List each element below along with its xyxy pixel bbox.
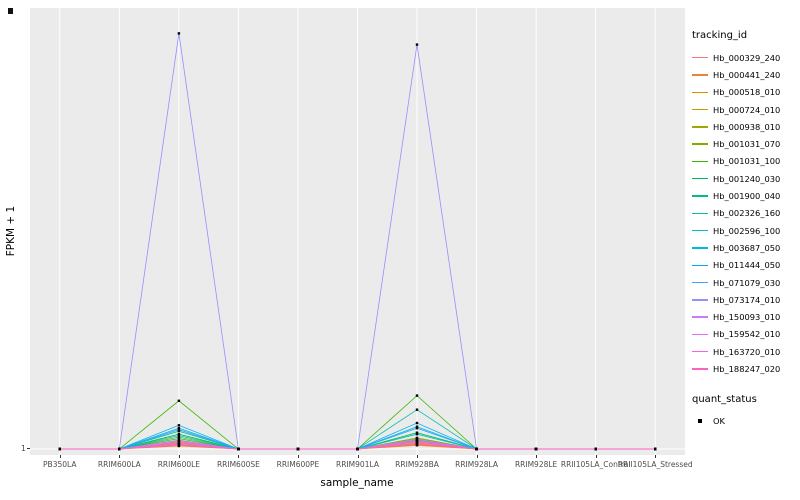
- x-tick-mark: [536, 455, 538, 458]
- legend-entry: Hb_000518_010: [692, 84, 798, 101]
- legend-entry-label: Hb_000724_010: [713, 104, 781, 115]
- stray-mark: [8, 8, 13, 14]
- legend-key-line: [692, 264, 708, 266]
- x-tick-label: RRIM600LE: [157, 460, 201, 469]
- legend-key-line: [692, 160, 708, 163]
- legend-key-line: [692, 281, 708, 284]
- legend-entry: Hb_001031_070: [692, 135, 798, 152]
- x-tick-label: RRIM600PE: [276, 460, 320, 469]
- legend-key-line: [692, 368, 708, 370]
- legend-entry: Hb_150093_010: [692, 308, 798, 325]
- legend-entry: Hb_163720_010: [692, 343, 798, 360]
- legend-entry-label: Hb_150093_010: [713, 312, 781, 323]
- legend-key-line: [692, 212, 708, 215]
- x-tick-mark: [357, 455, 359, 458]
- legend-entry: Hb_000724_010: [692, 101, 798, 118]
- legend-key-line: [692, 108, 708, 111]
- legend-entries: Hb_000329_240 Hb_000441_240 Hb_000518_010 H…: [692, 49, 798, 378]
- x-tick-label: RRII105LA_Control: [560, 460, 631, 469]
- x-tick-label: RRIM600SE: [216, 460, 260, 469]
- y-tick-label: 1: [20, 444, 26, 453]
- legend: tracking_id Hb_000329_240 Hb_000441_240 Hb…: [692, 30, 798, 430]
- legend-title-quant-status: quant_status: [692, 393, 757, 405]
- legend-entry: Hb_003687_050: [692, 239, 798, 256]
- x-tick-mark: [595, 455, 597, 458]
- x-tick-mark: [119, 455, 121, 458]
- legend-entry-label: Hb_002326_160: [713, 208, 781, 219]
- legend-key-line: [692, 178, 708, 180]
- legend-key-line: [692, 247, 708, 249]
- legend-key-line: [692, 91, 708, 93]
- x-tick-label: RRIM928BA: [395, 460, 439, 469]
- x-tick-label: RRIM901LA: [336, 460, 379, 469]
- legend-key-line: [692, 74, 708, 76]
- legend-key-line: [692, 56, 708, 59]
- x-tick-label: RRIM928LE: [514, 460, 558, 469]
- legend-entry-label: Hb_163720_010: [713, 346, 781, 357]
- x-tick-mark: [178, 455, 180, 458]
- legend-entry-label: Hb_003687_050: [713, 242, 781, 253]
- x-tick-label: RRIM600LA: [97, 460, 141, 469]
- legend-key-line: [692, 333, 708, 336]
- quant-status-legend: quant_status OK: [692, 394, 798, 430]
- legend-entry: Hb_000329_240: [692, 49, 798, 66]
- legend-entry-label: Hb_000441_240: [713, 69, 781, 80]
- legend-key-line: [692, 229, 708, 232]
- legend-entry-label: Hb_071079_030: [713, 277, 781, 288]
- legend-key-line: [692, 126, 708, 128]
- legend-entry: Hb_002596_100: [692, 222, 798, 239]
- legend-key-line: [692, 299, 708, 301]
- x-tick-label: RRII105LA_Stressed: [617, 460, 693, 469]
- legend-entry-label: Hb_001240_030: [713, 173, 781, 184]
- legend-key-line: [692, 195, 708, 197]
- legend-entry-label: Hb_001900_040: [713, 191, 781, 202]
- legend-key-line: [692, 143, 708, 145]
- legend-entry-label: Hb_001031_070: [713, 139, 781, 150]
- legend-entry: Hb_002326_160: [692, 205, 798, 222]
- ok-point-icon: [698, 419, 702, 424]
- legend-entry: Hb_001240_030: [692, 170, 798, 187]
- x-tick-mark: [476, 455, 478, 458]
- x-tick-mark: [655, 455, 657, 458]
- x-tick-mark: [59, 455, 61, 458]
- legend-entry-label: Hb_000518_010: [713, 87, 781, 98]
- legend-entry-label: Hb_073174_010: [713, 294, 781, 305]
- legend-entry: Hb_000441_240: [692, 66, 798, 83]
- plot-area: [30, 8, 685, 455]
- legend-entry-label: Hb_188247_020: [713, 363, 781, 374]
- x-tick-mark: [417, 455, 419, 458]
- legend-entry: Hb_159542_010: [692, 326, 798, 343]
- legend-entry: Hb_188247_020: [692, 360, 798, 377]
- legend-key-line: [692, 316, 708, 318]
- x-axis-title: sample_name: [320, 477, 394, 489]
- legend-entry-label: OK: [713, 416, 725, 427]
- x-tick-label: PB350LA: [43, 460, 77, 469]
- legend-entry-ok: OK: [692, 413, 798, 430]
- legend-entry: Hb_073174_010: [692, 291, 798, 308]
- legend-entry: Hb_001031_100: [692, 153, 798, 170]
- plot-panel: [30, 8, 685, 455]
- legend-entry-label: Hb_002596_100: [713, 225, 781, 236]
- legend-entry-label: Hb_000329_240: [713, 52, 781, 63]
- y-tick-mark: [27, 448, 30, 449]
- y-axis-title: FPKM + 1: [5, 205, 17, 257]
- legend-entry: Hb_000938_010: [692, 118, 798, 135]
- legend-entry-label: Hb_011444_050: [713, 260, 781, 271]
- legend-title-tracking-id: tracking_id: [692, 30, 748, 41]
- x-tick-mark: [297, 455, 299, 458]
- legend-entry: Hb_001900_040: [692, 187, 798, 204]
- legend-entry: Hb_071079_030: [692, 274, 798, 291]
- x-tick-mark: [238, 455, 240, 458]
- legend-entry-label: Hb_001031_100: [713, 156, 781, 167]
- legend-entry-label: Hb_159542_010: [713, 329, 781, 340]
- legend-entry: Hb_011444_050: [692, 257, 798, 274]
- legend-entry-label: Hb_000938_010: [713, 121, 781, 132]
- legend-key-line: [692, 351, 708, 353]
- x-tick-label: RRIM928LA: [455, 460, 499, 469]
